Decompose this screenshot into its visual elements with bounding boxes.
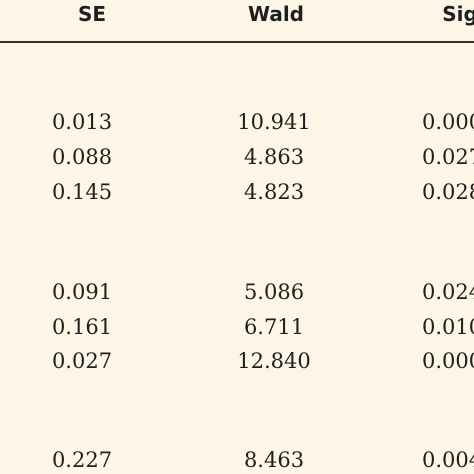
cell-se: 0.088: [51, 145, 113, 169]
cell-wald: 6.711: [243, 315, 305, 339]
cell-sig: 0.028: [422, 180, 474, 204]
header-sig: Sig: [442, 2, 474, 26]
cell-sig: 0.027: [422, 145, 474, 169]
header-rule: [0, 41, 474, 43]
cell-wald: 12.840: [237, 349, 311, 373]
cell-se: 0.013: [51, 110, 113, 134]
cell-sig: 0.024: [422, 280, 474, 304]
cell-wald: 5.086: [243, 280, 305, 304]
cell-sig: 0.010: [422, 315, 474, 339]
cell-se: 0.161: [51, 315, 113, 339]
cell-wald: 4.823: [243, 180, 305, 204]
cell-wald: 4.863: [243, 145, 305, 169]
header-se: SE: [77, 2, 107, 26]
cell-se: 0.027: [51, 349, 113, 373]
header-wald: Wald: [247, 2, 304, 26]
cell-sig: 0.000: [422, 349, 474, 373]
table-header: SE Wald Sig: [0, 0, 474, 42]
cell-wald: 8.463: [243, 448, 305, 472]
cell-se: 0.145: [51, 180, 113, 204]
cell-se: 0.091: [51, 280, 113, 304]
cell-wald: 10.941: [237, 110, 311, 134]
cell-sig: 0.004: [422, 448, 474, 472]
cell-sig: 0.000: [422, 110, 474, 134]
cell-se: 0.227: [51, 448, 113, 472]
